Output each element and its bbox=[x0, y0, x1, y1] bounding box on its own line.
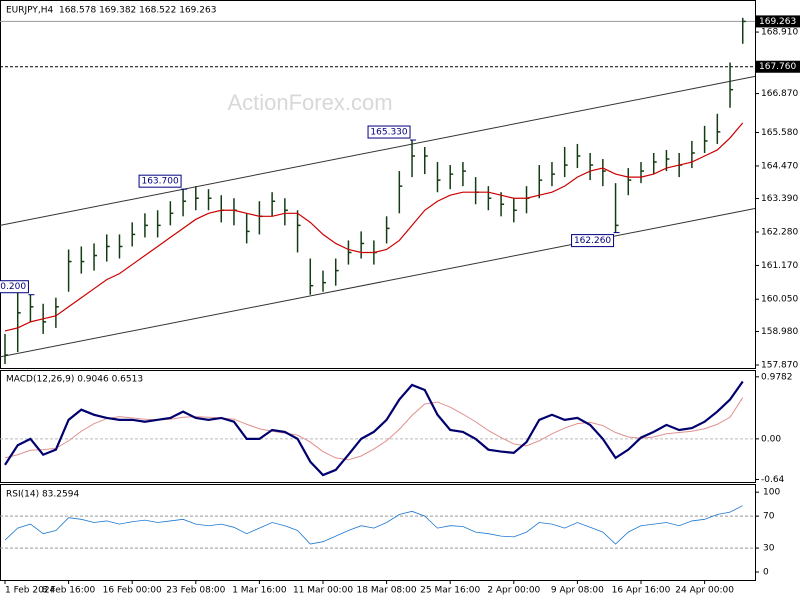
watermark: ActionForex.com bbox=[227, 90, 392, 115]
annotation-label: 163.700 bbox=[141, 177, 178, 187]
rsi-tick-label: 70 bbox=[763, 512, 775, 522]
macd-tick-label: -0.64 bbox=[761, 475, 785, 485]
annotation-box bbox=[571, 234, 615, 248]
rsi-tick-label: 30 bbox=[763, 544, 775, 554]
x-tick-label: 16 Feb 00:00 bbox=[103, 586, 162, 596]
y-tick-label: 160.050 bbox=[761, 295, 798, 305]
y-tick-label: 166.870 bbox=[761, 89, 798, 99]
annotation-label: 162.260 bbox=[574, 236, 611, 246]
x-tick-label: 1 Mar 16:00 bbox=[232, 586, 287, 596]
level-label-box bbox=[756, 15, 800, 28]
price-panel bbox=[0, 0, 756, 369]
y-tick-label: 164.470 bbox=[761, 161, 798, 171]
y-tick-label: 158.980 bbox=[761, 327, 798, 337]
trendline bbox=[0, 207, 756, 358]
trendline bbox=[0, 75, 756, 226]
macd-panel bbox=[0, 370, 756, 483]
annotation-label: 165.330 bbox=[370, 128, 407, 138]
y-tick-label: 165.580 bbox=[761, 128, 798, 138]
chart-title: EURJPY,H4 168.578 169.382 168.522 169.26… bbox=[6, 6, 216, 16]
x-tick-label: 8 Feb 16:00 bbox=[42, 586, 96, 596]
moving-average bbox=[4, 122, 744, 332]
level-label-box bbox=[756, 60, 800, 73]
y-tick-label: 157.870 bbox=[761, 360, 798, 370]
x-tick-label: 11 Mar 00:00 bbox=[293, 586, 353, 596]
x-tick-label: 25 Mar 16:00 bbox=[420, 586, 480, 596]
x-tick-label: 18 Mar 08:00 bbox=[357, 586, 417, 596]
y-tick-label: 161.170 bbox=[761, 261, 798, 271]
y-tick-label: 163.390 bbox=[761, 194, 798, 204]
x-tick-label: 9 Apr 08:00 bbox=[551, 586, 604, 596]
macd-tick-label: 0.00 bbox=[761, 434, 781, 444]
macd-tick-label: 0.9782 bbox=[761, 372, 793, 382]
x-tick-label: 2 Apr 00:00 bbox=[487, 586, 540, 596]
x-tick-label: 1 Feb 2024 bbox=[5, 586, 56, 596]
rsi-tick-label: 0 bbox=[763, 568, 769, 578]
signal-line bbox=[4, 397, 744, 461]
x-tick-label: 23 Feb 08:00 bbox=[166, 586, 225, 596]
x-tick-label: 16 Apr 16:00 bbox=[612, 586, 671, 596]
rsi-title: RSI(14) 83.2594 bbox=[6, 490, 79, 500]
level-label: 169.263 bbox=[759, 17, 796, 27]
annotation-box bbox=[0, 280, 29, 294]
macd-line bbox=[4, 380, 744, 477]
rsi-tick-label: 100 bbox=[763, 488, 780, 498]
annotation-label: 160.200 bbox=[0, 282, 26, 292]
level-label: 167.760 bbox=[759, 62, 796, 72]
y-tick-label: 162.280 bbox=[761, 227, 798, 237]
annotation-box bbox=[367, 125, 411, 139]
x-tick-label: 24 Apr 00:00 bbox=[675, 586, 734, 596]
rsi-line bbox=[4, 505, 743, 545]
rsi-panel bbox=[0, 484, 756, 581]
macd-title: MACD(12,26,9) 0.9046 0.6513 bbox=[6, 375, 143, 385]
y-tick-label: 168.910 bbox=[761, 28, 798, 38]
annotation-box bbox=[138, 174, 182, 188]
